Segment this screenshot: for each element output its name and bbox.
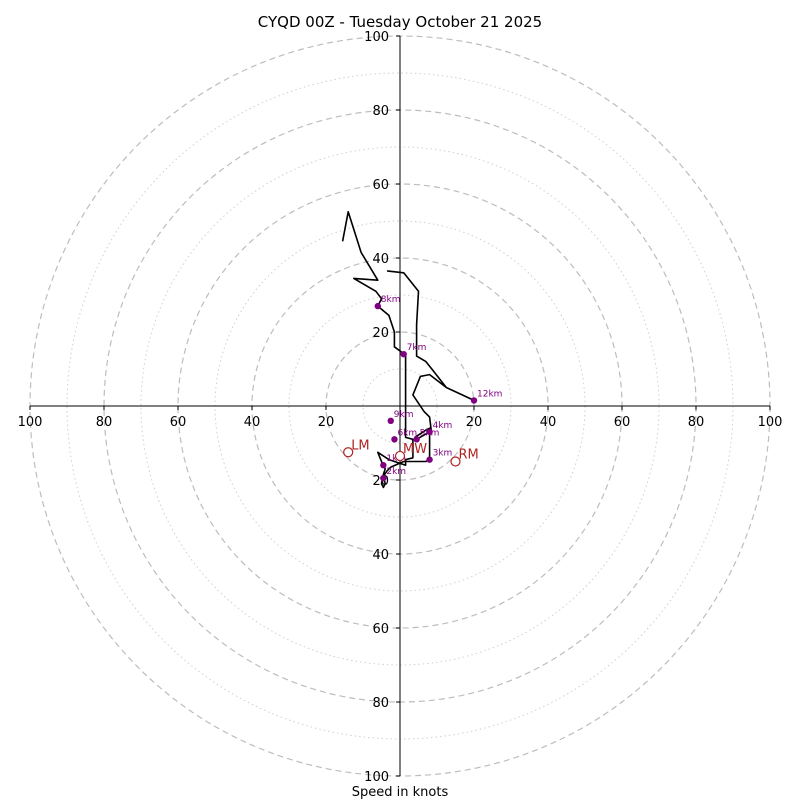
x-axis-label: Speed in knots xyxy=(352,785,449,800)
x-tick-label: 60 xyxy=(170,415,187,430)
axis-ticks: 100 100 100 100 80 80 80 80 60 60 60 60 40 40 40 40 20 20… xyxy=(18,30,783,785)
y-tick-label: 80 xyxy=(372,104,389,119)
y-tick-label: 100 xyxy=(364,30,389,45)
height-label-9km: 9km xyxy=(394,410,414,420)
height-marker-5km xyxy=(413,436,420,443)
x-tick-label: 40 xyxy=(244,415,261,430)
motion-label-LM: LM xyxy=(351,438,369,453)
x-tick-label: 40 xyxy=(540,415,557,430)
y-tick-label: 40 xyxy=(372,252,389,267)
height-label-5km: 5km xyxy=(420,428,440,438)
motion-label-RM: RM xyxy=(459,448,479,463)
height-marker-4km xyxy=(426,428,433,436)
x-tick-label: 100 xyxy=(758,415,783,430)
motion-label-MW: MW xyxy=(403,442,427,457)
y-tick-label: 60 xyxy=(372,622,389,637)
height-label-7km: 7km xyxy=(407,343,427,353)
height-label-12km: 12km xyxy=(477,389,502,399)
motion-marker-RM xyxy=(450,456,461,467)
motion-marker-MW xyxy=(394,450,406,462)
height-label-3km: 3km xyxy=(433,449,453,459)
x-tick-label: 20 xyxy=(318,415,335,430)
height-marker-7km xyxy=(400,351,407,358)
height-marker-1km xyxy=(380,462,387,469)
x-tick-label: 100 xyxy=(18,415,43,430)
height-label-6km: 6km xyxy=(397,428,417,438)
x-tick-label: 60 xyxy=(614,415,631,430)
y-tick-label: 100 xyxy=(364,770,389,785)
motion-marker-LM xyxy=(343,447,354,458)
y-tick-label: 80 xyxy=(372,696,389,711)
height-label-2km: 2km xyxy=(386,467,406,477)
height-marker-6km xyxy=(391,436,398,443)
x-tick-label: 80 xyxy=(96,415,113,430)
height-label-4km: 4km xyxy=(433,421,453,431)
height-marker-8km xyxy=(374,302,381,310)
axes xyxy=(30,36,770,776)
height-markers: 1km2km3km4km5km6km7km8km9km12km xyxy=(374,295,502,482)
height-marker-3km xyxy=(426,456,433,463)
height-marker-9km xyxy=(387,417,394,424)
height-label-8km: 8km xyxy=(381,295,401,305)
height-marker-2km xyxy=(380,474,387,482)
x-tick-label: 20 xyxy=(466,415,483,430)
height-marker-12km xyxy=(470,397,478,404)
x-tick-label: 80 xyxy=(688,415,705,430)
y-tick-label: 20 xyxy=(372,326,389,341)
storm-motion-markers: LM RM MW xyxy=(343,438,479,467)
y-tick-label: 60 xyxy=(372,178,389,193)
y-tick-label: 40 xyxy=(372,548,389,563)
chart-title: CYQD 00Z - Tuesday October 21 2025 xyxy=(258,13,542,31)
